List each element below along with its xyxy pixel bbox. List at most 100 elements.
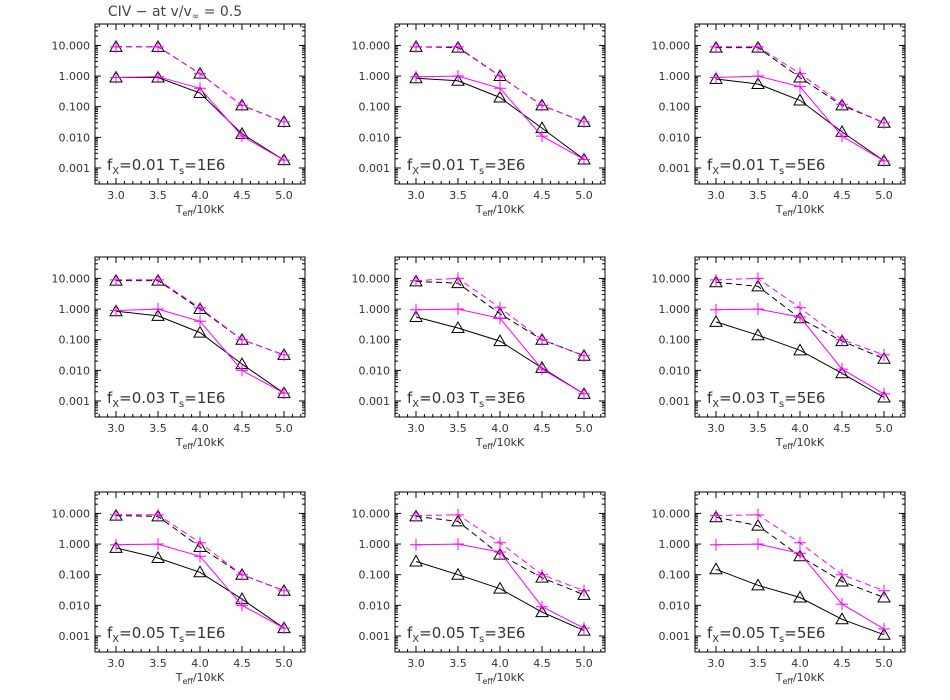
data-point <box>410 70 422 83</box>
y-tick-label: 0.100 <box>59 334 91 347</box>
x-tick-label: 3.5 <box>149 422 167 435</box>
y-tick-label: 0.010 <box>59 364 91 377</box>
y-tick-label: 0.010 <box>359 364 391 377</box>
panel-label: fX=0.03 Ts=3E6 <box>407 389 525 410</box>
panel-label: fX=0.03 Ts=5E6 <box>707 389 825 410</box>
x-tick-label: 4.0 <box>791 422 809 435</box>
series-line <box>715 568 885 636</box>
data-point <box>152 40 164 53</box>
y-tick-label: 1.000 <box>59 303 91 316</box>
data-point <box>493 547 507 560</box>
data-point <box>793 549 807 562</box>
panel-label: fX=0.01 Ts=3E6 <box>407 156 525 177</box>
data-point <box>836 98 848 111</box>
y-tick-label: 0.100 <box>659 334 691 347</box>
x-axis-label-sub: eff <box>783 677 794 686</box>
data-point <box>194 536 206 549</box>
data-point <box>751 518 765 531</box>
x-axis-label-main: T <box>475 671 483 684</box>
x-axis-label-main: T <box>175 436 183 449</box>
data-point <box>578 387 590 400</box>
figure-title-prefix: CIV − at v/v <box>108 4 192 20</box>
data-point <box>536 568 548 581</box>
data-point <box>536 99 548 112</box>
data-point <box>536 600 548 613</box>
data-point <box>194 550 206 563</box>
data-point <box>452 508 464 521</box>
x-axis-label-suffix: /10kK <box>193 436 225 449</box>
data-point <box>794 80 806 93</box>
data-point <box>793 590 807 603</box>
data-point <box>236 568 248 581</box>
data-point <box>494 70 506 83</box>
data-point <box>194 67 206 80</box>
y-tick-label: 1.000 <box>359 538 391 551</box>
data-point <box>877 627 891 640</box>
data-point <box>193 565 207 578</box>
data-point <box>494 312 506 325</box>
x-tick-label: 3.5 <box>449 189 467 202</box>
y-tick-label: 0.100 <box>359 101 391 114</box>
data-point <box>493 90 507 103</box>
data-point <box>752 272 764 285</box>
x-tick-label: 5.0 <box>875 189 893 202</box>
data-point <box>451 567 465 580</box>
series-line <box>715 78 885 162</box>
x-tick-label: 4.5 <box>833 189 851 202</box>
x-tick-label: 3.5 <box>749 657 767 670</box>
panel: 0.001 0.010 0.100 1.000 10.000 3.0 3.5 4.0 4.5 5.… <box>352 491 606 686</box>
x-tick-label: 5.0 <box>275 657 293 670</box>
x-tick-label: 4.5 <box>233 422 251 435</box>
x-tick-label: 3.5 <box>449 422 467 435</box>
x-axis-label-suffix: /10kK <box>493 436 525 449</box>
data-point <box>877 590 891 603</box>
data-point <box>536 363 548 376</box>
y-tick-label: 10.000 <box>652 272 691 285</box>
y-tick-label: 10.000 <box>52 272 91 285</box>
x-axis-label-sub: eff <box>783 209 794 218</box>
data-point <box>536 333 548 346</box>
data-point <box>278 387 290 400</box>
data-point <box>452 40 464 53</box>
y-tick-label: 1.000 <box>659 538 691 551</box>
data-point <box>236 333 248 346</box>
y-tick-label: 0.100 <box>659 569 691 582</box>
data-point <box>836 568 848 581</box>
y-tick-label: 10.000 <box>652 39 691 52</box>
data-point <box>151 308 165 321</box>
x-axis-label-sub: eff <box>183 442 194 451</box>
x-tick-label: 4.5 <box>833 657 851 670</box>
x-axis-label: Teff/10kK <box>475 671 525 686</box>
panel-label: fX=0.05 Ts=1E6 <box>107 624 225 645</box>
y-tick-label: 0.001 <box>659 395 691 408</box>
x-tick-label: 5.0 <box>575 422 593 435</box>
data-point <box>410 509 422 522</box>
data-point <box>709 72 723 85</box>
data-point <box>410 303 422 316</box>
data-point <box>278 115 290 128</box>
x-tick-label: 4.0 <box>191 657 209 670</box>
x-axis-label-suffix: /10kK <box>493 203 525 216</box>
data-point <box>577 587 591 600</box>
data-point <box>878 584 890 597</box>
x-tick-label: 4.0 <box>491 422 509 435</box>
data-point <box>752 40 764 53</box>
figure-title-sub: ∞ <box>192 12 200 22</box>
y-tick-label: 10.000 <box>52 507 91 520</box>
data-point <box>110 71 122 84</box>
x-tick-label: 3.5 <box>149 657 167 670</box>
x-tick-label: 4.0 <box>491 189 509 202</box>
y-tick-label: 1.000 <box>359 70 391 83</box>
data-point <box>710 509 722 522</box>
data-point <box>152 70 164 83</box>
data-point <box>752 508 764 521</box>
data-point <box>278 584 290 597</box>
data-point <box>110 304 122 317</box>
panel-label: fX=0.03 Ts=1E6 <box>107 389 225 410</box>
data-point <box>110 40 122 53</box>
x-axis-label-main: T <box>775 203 783 216</box>
figure-title: CIV − at v/v∞ = 0.5 <box>108 4 242 22</box>
data-point <box>151 551 165 564</box>
y-tick-label: 1.000 <box>359 303 391 316</box>
data-point <box>110 273 122 286</box>
